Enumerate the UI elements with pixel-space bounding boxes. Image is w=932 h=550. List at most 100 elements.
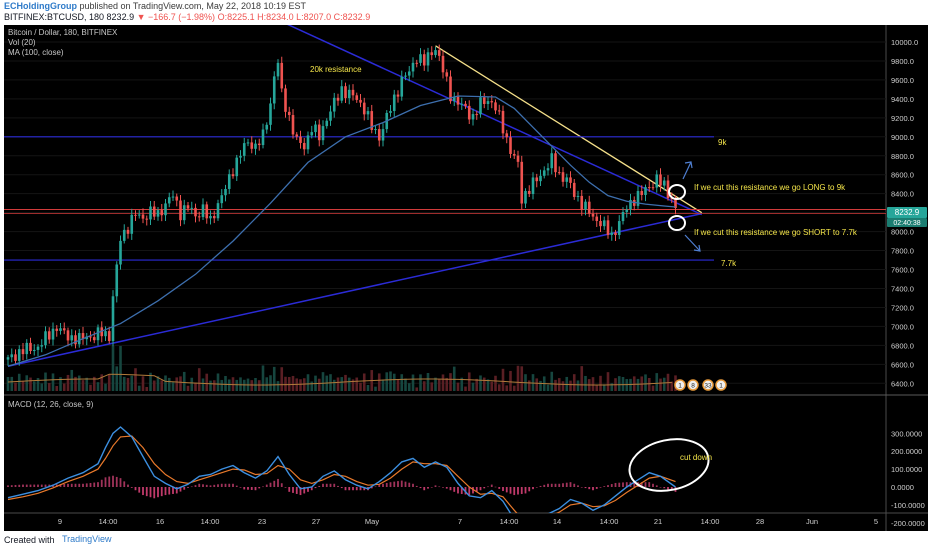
volume-bar <box>606 372 610 391</box>
resistance-label[interactable]: 20k resistance <box>310 65 362 74</box>
candle-body <box>400 76 404 97</box>
level-9k-label[interactable]: 9k <box>718 138 727 147</box>
histogram-bar <box>292 487 294 493</box>
price-tick-label: 9400.0 <box>891 95 914 104</box>
volume-bar <box>520 366 524 391</box>
candle-body <box>167 197 171 204</box>
volume-bar <box>539 380 542 391</box>
volume-bar <box>47 383 51 391</box>
short-annotation[interactable]: If we cut this resistance we go SHORT to… <box>694 228 858 237</box>
volume-bar <box>340 377 344 391</box>
candle-series[interactable] <box>6 44 677 366</box>
chart-panel[interactable]: 9 14:00 16 14:00 23 27 May 7 14:00 14 14:00 21 14:00… <box>4 25 928 531</box>
long-annotation[interactable]: If we cut this resistance we go LONG to … <box>694 183 846 192</box>
chart-canvas[interactable]: 9 14:00 16 14:00 23 27 May 7 14:00 14 14:00 21 14:00… <box>4 25 928 531</box>
macd-annotation[interactable]: cut down <box>680 453 712 462</box>
histogram-bar <box>322 483 324 487</box>
histogram-bar <box>509 487 512 494</box>
candle-body <box>149 206 152 220</box>
histogram-bar <box>168 487 171 495</box>
candle-body <box>561 172 565 182</box>
histogram-bar <box>254 487 257 491</box>
candle-body <box>569 177 572 183</box>
histogram-bar <box>554 483 557 487</box>
histogram-bar <box>607 485 609 487</box>
candle-body <box>44 331 47 346</box>
event-flag-label: 33 <box>704 383 712 390</box>
volume-bar <box>554 379 557 391</box>
candle-body <box>212 216 216 219</box>
candle-body <box>539 175 542 182</box>
histogram-bar <box>577 485 579 487</box>
histogram-bar <box>393 481 396 487</box>
histogram-bar <box>427 487 429 489</box>
event-flags[interactable]: 1 8 33 1 <box>674 379 727 391</box>
tradingview-logo[interactable]: TradingView <box>62 534 112 544</box>
candle-body <box>119 240 122 265</box>
macd-axis[interactable]: 300.0000 200.0000 100.0000 0.0000 -100.0000 -… <box>891 429 925 528</box>
level-7-7k-label[interactable]: 7.7k <box>721 259 737 268</box>
up-arrow <box>682 161 692 180</box>
macd-circle[interactable] <box>625 432 714 498</box>
candle-body <box>231 174 235 177</box>
volume-bar <box>516 365 520 391</box>
volume-bar <box>632 376 636 391</box>
candle-body <box>512 153 516 156</box>
volume-bar <box>111 346 115 391</box>
histogram-bar <box>37 484 39 487</box>
histogram-bar <box>532 487 534 490</box>
histogram-bar <box>562 483 564 487</box>
volume-bar <box>107 374 111 391</box>
volume-bar <box>332 379 336 391</box>
candle-body <box>415 62 419 64</box>
volume-bar <box>134 368 137 391</box>
time-tick-label: 23 <box>258 517 266 526</box>
volume-bar <box>152 380 156 391</box>
time-axis[interactable]: 9 14:00 16 14:00 23 27 May 7 14:00 14 14:00 21 14:00… <box>58 517 878 526</box>
short-breakout-circle[interactable] <box>668 215 686 231</box>
histogram-bar <box>543 484 546 487</box>
candle-body <box>366 111 370 115</box>
resistance-trendline <box>287 25 703 216</box>
volume-bar <box>137 385 141 391</box>
histogram-bar <box>667 487 669 490</box>
candle-body <box>482 97 486 104</box>
histogram-bar <box>157 487 159 498</box>
candle-body <box>66 330 70 341</box>
volume-bar <box>599 375 602 391</box>
volume-bar <box>362 373 366 391</box>
volume-bar <box>115 366 119 391</box>
candle-body <box>494 102 497 111</box>
histogram-bar <box>457 487 459 494</box>
volume-bar <box>475 378 479 391</box>
histogram-bar <box>179 487 182 492</box>
histogram-bar <box>565 482 568 487</box>
volume-bar <box>55 385 59 391</box>
time-tick-label: 9 <box>58 517 62 526</box>
volume-bar <box>527 380 531 391</box>
trend-drawings[interactable] <box>4 25 886 367</box>
price-grid <box>4 41 886 384</box>
histogram-bar <box>153 487 156 499</box>
candle-body <box>29 342 32 352</box>
candle-body <box>130 214 134 234</box>
histogram-bar <box>389 482 392 487</box>
volume-bar <box>6 377 10 391</box>
volume-bar <box>186 385 190 391</box>
price-axis[interactable]: 10000.0 9800.0 9600.0 9400.0 9200.0 9000.0 880… <box>891 38 918 388</box>
candle-body <box>179 200 182 221</box>
candle-body <box>246 142 250 144</box>
histogram-bar <box>430 487 433 488</box>
candle-body <box>257 143 261 146</box>
annotation-shapes[interactable]: If we cut this resistance we go LONG to … <box>310 65 858 268</box>
price-tick-label: 8800.0 <box>891 152 914 161</box>
candle-body <box>584 201 587 210</box>
histogram-bar <box>359 487 362 491</box>
author-link[interactable]: ECHoldingGroup <box>4 1 77 11</box>
candle-body <box>36 346 40 350</box>
volume-bar <box>272 366 276 391</box>
histogram-bar <box>127 484 129 487</box>
histogram-bar <box>374 486 377 488</box>
long-breakout-circle[interactable] <box>668 184 686 200</box>
histogram-bar <box>614 482 617 487</box>
